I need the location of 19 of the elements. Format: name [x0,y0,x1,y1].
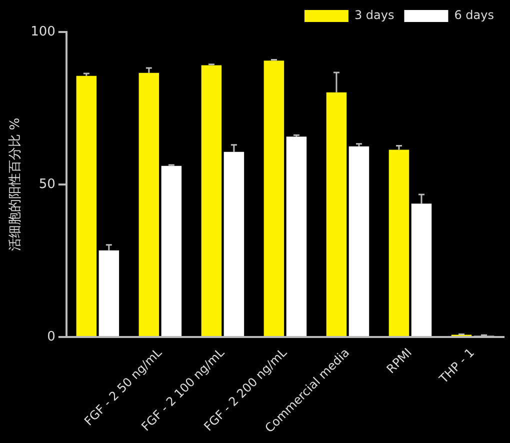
bar [388,150,410,336]
bar [286,136,307,336]
y-axis-title: 活细胞的阳性百分比 % [8,118,24,252]
bar [138,72,160,336]
bar [326,92,347,336]
y-tick-label: 50 [38,176,56,192]
bar [348,146,370,336]
bar [411,204,432,336]
y-tick-label: 0 [47,329,56,344]
bar [161,166,182,336]
bar [98,250,120,336]
bar [76,76,97,336]
bar [224,152,244,336]
bar [201,65,222,336]
x-tick-label: THP - 1 [436,345,478,387]
y-tick-label: 100 [30,24,56,40]
legend-label: 3 days [354,8,394,22]
legend-label: 6 days [454,8,494,22]
bar [264,60,284,336]
